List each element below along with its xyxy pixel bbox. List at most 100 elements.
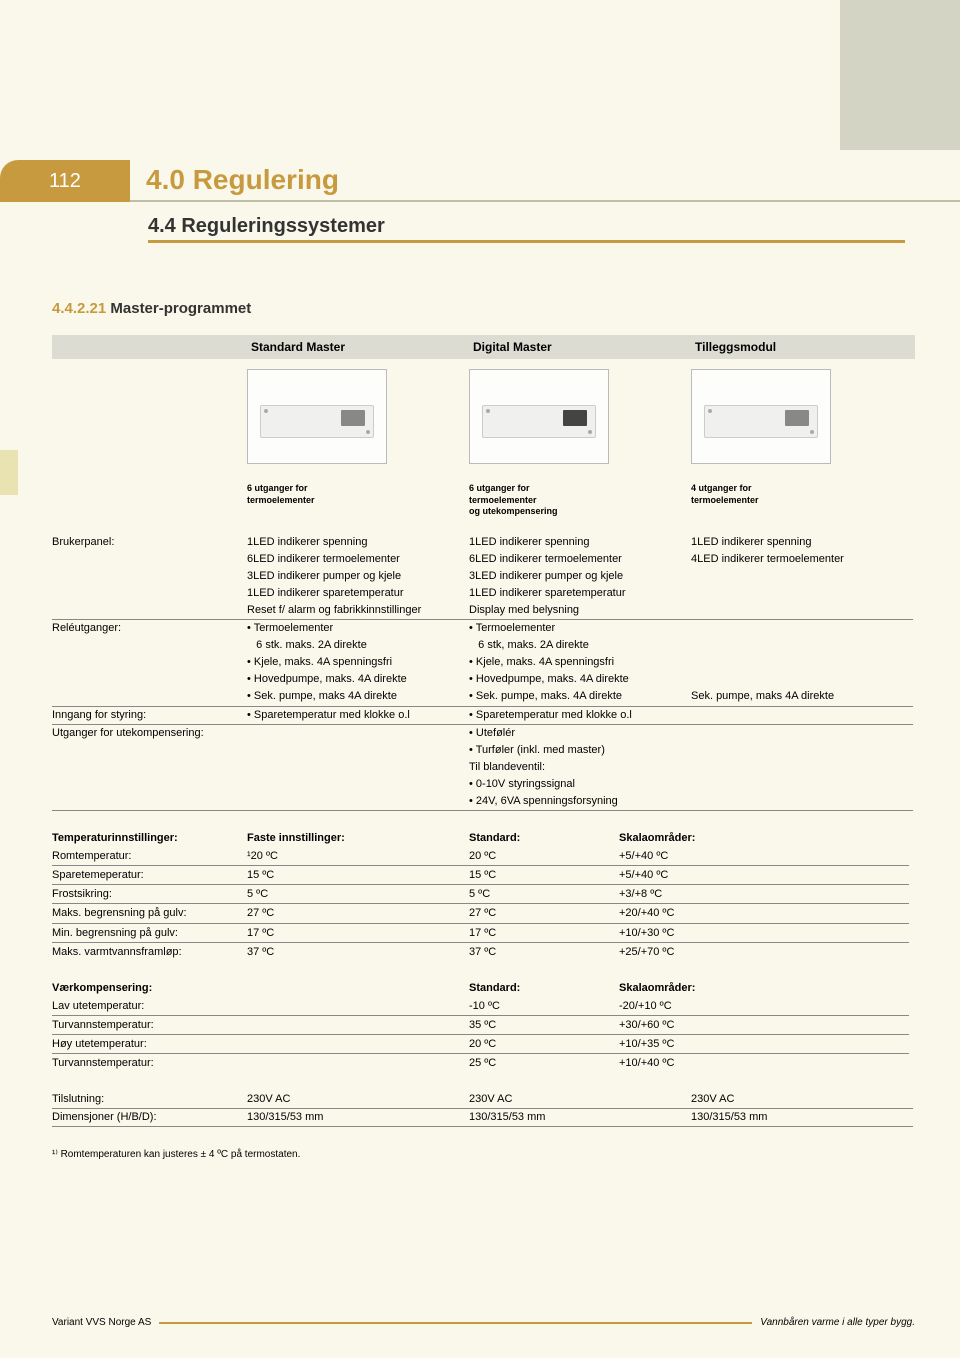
section-number: 4.4.2.21	[52, 300, 106, 317]
spec-label: Utganger for utekompensering:	[52, 725, 247, 742]
spec-cell	[247, 742, 469, 759]
weather-hdr-2: Standard:	[469, 979, 619, 997]
spec-cell: 1LED indikerer spenning	[247, 534, 469, 551]
weather-cell: 25 ºC	[469, 1054, 619, 1072]
weather-cell: +10/+40 ºC	[619, 1054, 909, 1072]
section-row: 4.4.2.21 Master-programmet	[52, 300, 905, 317]
weather-cell	[247, 997, 469, 1016]
temp-hdr-2: Standard:	[469, 829, 619, 847]
footer-divider	[159, 1322, 752, 1324]
spec-label: Inngang for styring:	[52, 707, 247, 725]
temp-cell: 27 ºC	[247, 904, 469, 923]
spec-cell: • Utefølér	[469, 725, 691, 742]
weather-label: Turvannstemperatur:	[52, 1054, 247, 1072]
spec-cell: • Kjele, maks. 4A spenningsfri	[247, 654, 469, 671]
weather-cell: 20 ºC	[469, 1035, 619, 1054]
spec-cell: • Sek. pumpe, maks. 4A direkte	[469, 688, 691, 706]
bottom-cell: 130/315/53 mm	[691, 1109, 913, 1127]
temp-hdr-1: Faste innstillinger:	[247, 829, 469, 847]
temp-cell: +5/+40 ºC	[619, 866, 909, 885]
footer-right: Vannbåren varme i alle typer bygg.	[760, 1317, 915, 1328]
subtitle: 4.4 Reguleringssystemer	[148, 215, 905, 240]
device-image-1	[247, 369, 387, 464]
temp-cell: 37 ºC	[247, 943, 469, 961]
spec-cell	[691, 671, 913, 688]
temp-cell: 17 ºC	[247, 924, 469, 943]
spec-cell: 1LED indikerer spenning	[469, 534, 691, 551]
temp-cell: 20 ºC	[469, 847, 619, 866]
spec-cell: 3LED indikerer pumper og kjele	[247, 568, 469, 585]
page-footer: Variant VVS Norge AS Vannbåren varme i a…	[52, 1317, 915, 1328]
spec-cell: 6LED indikerer termoelementer	[247, 551, 469, 568]
device-image-2	[469, 369, 609, 464]
bottom-cell: 130/315/53 mm	[247, 1109, 469, 1127]
spec-cell: • Hovedpumpe, maks. 4A direkte	[469, 671, 691, 688]
spec-label	[52, 637, 247, 654]
bottom-cell: 230V AC	[469, 1091, 691, 1109]
product-label-3: Tilleggsmodul	[691, 340, 913, 354]
caption-2: 6 utganger fortermoelementerog utekompen…	[469, 479, 691, 534]
spec-cell: 1LED indikerer spenning	[691, 534, 913, 551]
section-heading: 4.4.2.21 Master-programmet	[52, 300, 905, 317]
spec-label	[52, 793, 247, 811]
spec-cell	[691, 793, 913, 811]
temp-label: Frostsikring:	[52, 885, 247, 904]
spec-cell: • Sek. pumpe, maks 4A direkte	[247, 688, 469, 706]
spec-cell	[247, 776, 469, 793]
spec-label	[52, 602, 247, 620]
spec-cell: • 0-10V styringssignal	[469, 776, 691, 793]
footer-left: Variant VVS Norge AS	[52, 1317, 151, 1328]
temp-cell: 37 ºC	[469, 943, 619, 961]
page-title: 4.0 Regulering	[130, 160, 960, 202]
weather-label: Høy utetemperatur:	[52, 1035, 247, 1054]
caption-3: 4 utganger fortermoelementer	[691, 479, 913, 534]
spec-cell	[691, 707, 913, 725]
spec-cell	[691, 654, 913, 671]
temp-cell: +10/+30 ºC	[619, 924, 909, 943]
spec-label	[52, 776, 247, 793]
spec-cell: 6 stk, maks. 2A direkte	[469, 637, 691, 654]
section-text: Master-programmet	[106, 300, 251, 317]
spec-cell	[691, 725, 913, 742]
temperature-table: Romtemperatur:¹20 ºC20 ºC+5/+40 ºCSparet…	[52, 847, 915, 961]
spec-cell	[691, 742, 913, 759]
spec-cell: 1LED indikerer sparetemperatur	[469, 585, 691, 602]
temp-cell: +5/+40 ºC	[619, 847, 909, 866]
spec-cell	[691, 759, 913, 776]
subtitle-row: 4.4 Reguleringssystemer	[148, 215, 905, 243]
spec-label: Brukerpanel:	[52, 534, 247, 551]
spec-cell	[691, 568, 913, 585]
weather-cell: +10/+35 ºC	[619, 1035, 909, 1054]
weather-cell	[247, 1016, 469, 1035]
spec-label	[52, 742, 247, 759]
weather-cell: -20/+10 ºC	[619, 997, 909, 1016]
spec-label: Reléutganger:	[52, 620, 247, 637]
product-image-row	[52, 359, 915, 479]
weather-table: Lav utetemperatur: -10 ºC-20/+10 ºC Turvan…	[52, 997, 915, 1073]
weather-cell	[247, 1054, 469, 1072]
spec-cell: • Hovedpumpe, maks. 4A direkte	[247, 671, 469, 688]
spec-cell	[691, 585, 913, 602]
caption-row: 6 utganger fortermoelementer 6 utganger …	[52, 479, 915, 534]
spec-cell	[247, 759, 469, 776]
page-number: 112	[0, 160, 130, 202]
weather-cell: 35 ºC	[469, 1016, 619, 1035]
spec-cell	[247, 793, 469, 811]
temperature-header: Temperaturinnstillinger: Faste innstilli…	[52, 829, 915, 847]
weather-hdr-3: Skalaområder:	[619, 979, 909, 997]
temp-label: Maks. begrensning på gulv:	[52, 904, 247, 923]
bottom-cell: 230V AC	[691, 1091, 913, 1109]
weather-cell: +30/+60 ºC	[619, 1016, 909, 1035]
temp-label: Min. begrensning på gulv:	[52, 924, 247, 943]
spec-cell: • Sparetemperatur med klokke o.l	[247, 707, 469, 725]
spec-cell: Display med belysning	[469, 602, 691, 620]
content-area: Standard Master Digital Master Tilleggsm…	[52, 335, 915, 1160]
weather-label: Lav utetemperatur:	[52, 997, 247, 1016]
weather-hdr-0: Værkompensering:	[52, 979, 247, 997]
spec-label	[52, 568, 247, 585]
footnote: ¹⁾ Romtemperaturen kan justeres ± 4 ºC p…	[52, 1149, 915, 1160]
weather-cell	[247, 1035, 469, 1054]
temp-hdr-0: Temperaturinnstillinger:	[52, 829, 247, 847]
spec-cell: 6LED indikerer termoelementer	[469, 551, 691, 568]
weather-cell: -10 ºC	[469, 997, 619, 1016]
